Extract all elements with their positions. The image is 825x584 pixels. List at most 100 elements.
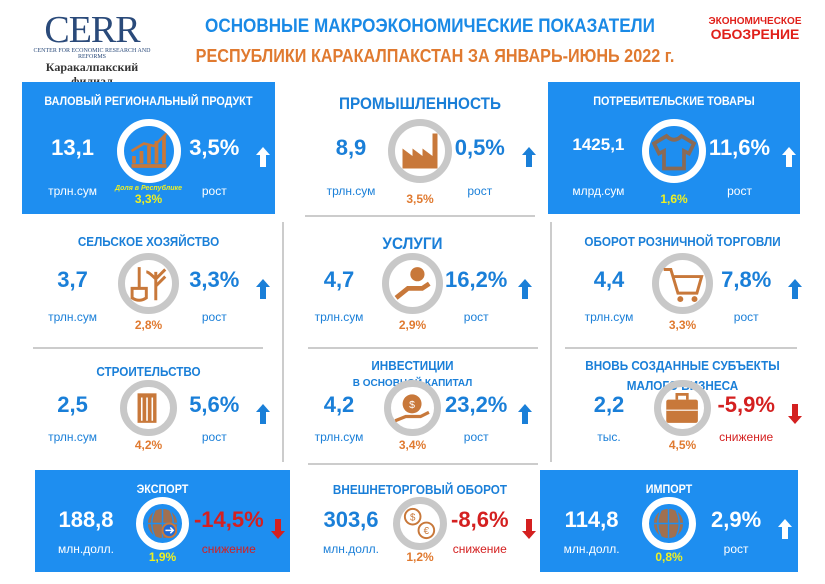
share-value: 3,3% bbox=[668, 318, 697, 332]
card-value: 2,5 bbox=[57, 392, 88, 418]
card-change: -5,9% bbox=[717, 392, 775, 418]
indicator-card: УСЛУГИ 4,7 16,2% трлн.сум рост 2,9% bbox=[290, 222, 535, 340]
globe-import-icon bbox=[654, 508, 684, 538]
logo-subtitle: CENTER FOR ECONOMIC RESEARCH AND REFORMS bbox=[33, 48, 151, 60]
logo-branch-1: Каракалпакский bbox=[45, 60, 139, 74]
arrow-down-icon bbox=[788, 404, 803, 429]
card-change: -8,6% bbox=[451, 507, 509, 533]
factory-icon bbox=[402, 133, 438, 169]
divider bbox=[308, 463, 538, 465]
card-change-label: рост bbox=[463, 430, 489, 444]
share-value: 1,2% bbox=[406, 550, 434, 564]
card-change-label: снижение bbox=[452, 542, 507, 556]
divider bbox=[282, 222, 284, 462]
indicator-card: ПОТРЕБИТЕЛЬСКИЕ ТОВАРЫ 1425,1 11,6% млрд.су… bbox=[548, 82, 800, 214]
share-value: 2,8% bbox=[134, 318, 163, 332]
card-unit: трлн.сум bbox=[48, 430, 98, 444]
shovel-plant-icon bbox=[130, 266, 167, 302]
indicator-card: ИМПОРТ 114,8 2,9% млн.долл. рост 0,8% bbox=[540, 470, 798, 572]
card-value: 4,7 bbox=[323, 267, 355, 293]
currency-exchange-icon: $€ bbox=[404, 507, 436, 539]
arrow-down-icon bbox=[521, 519, 536, 544]
globe-export-icon bbox=[147, 508, 178, 538]
indicator-card: ПРОМЫШЛЕННОСТЬ 8,9 0,5% трлн.сум рост 3,5% bbox=[305, 82, 536, 214]
logo-name: CERR bbox=[44, 9, 140, 51]
share-ring bbox=[654, 380, 711, 437]
arrow-up-icon bbox=[518, 279, 533, 304]
arrow-up-icon bbox=[788, 279, 803, 304]
card-title: ИМПОРТ bbox=[645, 482, 693, 496]
card-unit: трлн.сум bbox=[314, 310, 364, 324]
card-change-label: рост bbox=[723, 542, 749, 556]
card-change: 3,3% bbox=[189, 267, 240, 293]
svg-text:$: $ bbox=[410, 399, 416, 411]
arrow-up-icon bbox=[256, 146, 271, 172]
card-change-label: рост bbox=[463, 310, 489, 324]
page-title: ОСНОВНЫЕ МАКРОЭКОНОМИЧЕСКИЕ ПОКАЗАТЕЛИ bbox=[205, 16, 655, 37]
arrow-up-icon bbox=[781, 146, 796, 172]
card-unit: трлн.сум bbox=[48, 310, 98, 324]
hand-service-icon bbox=[394, 266, 431, 300]
card-value: 114,8 bbox=[564, 507, 619, 533]
share-label: Доля в Республике bbox=[115, 184, 182, 192]
card-change-label: рост bbox=[733, 310, 759, 324]
card-title: ВАЛОВЫЙ РЕГИОНАЛЬНЫЙ ПРОДУКТ bbox=[44, 94, 253, 108]
card-change: 23,2% bbox=[444, 392, 508, 418]
card-title: СЕЛЬСКОЕ ХОЗЯЙСТВО bbox=[77, 234, 220, 249]
share-ring: $ € bbox=[393, 496, 447, 550]
card-value: 1425,1 bbox=[572, 134, 625, 154]
arrow-down-icon bbox=[270, 519, 285, 544]
card-unit: млн.долл. bbox=[58, 542, 114, 556]
partner-logo-line1: ЭКОНОМИЧЕСКОЕ bbox=[708, 16, 802, 27]
card-change: 5,6% bbox=[189, 392, 240, 418]
card-title: ПОТРЕБИТЕЛЬСКИЕ ТОВАРЫ bbox=[593, 94, 755, 108]
card-title: УСЛУГИ bbox=[382, 234, 443, 253]
indicator-card: ИНВЕСТИЦИИ В ОСНОВНОЙ КАПИТАЛ 4,2 23,2% трлн… bbox=[290, 352, 535, 460]
share-value: 2,9% bbox=[398, 318, 427, 332]
shopping-cart-icon bbox=[663, 267, 704, 302]
indicator-card: ОБОРОТ РОЗНИЧНОЙ ТОРГОВЛИ 4,4 7,8% трлн.сум… bbox=[560, 222, 805, 340]
page-subtitle: РЕСПУБЛИКИ КАРАКАЛПАКСТАН ЗА ЯНВАРЬ-ИЮНЬ… bbox=[195, 46, 675, 66]
card-value: 4,2 bbox=[323, 392, 355, 418]
share-ring bbox=[117, 252, 180, 315]
divider bbox=[33, 347, 263, 349]
share-value: 3,5% bbox=[406, 192, 434, 206]
share-ring bbox=[388, 118, 452, 183]
share-value: 3,4% bbox=[398, 438, 427, 452]
cerr-logo: CERR CENTER FOR ECONOMIC RESEARCH AND RE… bbox=[32, 9, 152, 88]
card-unit: трлн.сум bbox=[48, 184, 98, 198]
card-change: 3,5% bbox=[189, 134, 240, 160]
card-change-label: рост bbox=[201, 430, 227, 444]
card-unit: млн.долл. bbox=[323, 542, 379, 556]
card-change-label: рост bbox=[467, 184, 493, 198]
money-bag-hand-icon: $ bbox=[395, 394, 431, 423]
arrow-up-icon bbox=[778, 519, 793, 544]
share-ring bbox=[642, 118, 706, 183]
card-value: 3,7 bbox=[57, 267, 88, 293]
card-unit: млрд.сум bbox=[572, 184, 625, 198]
card-change: 7,8% bbox=[721, 267, 772, 293]
indicator-card: ВНЕШНЕТОРГОВЫЙ ОБОРОТ 303,6 -8,6% млн.долл.… bbox=[305, 470, 536, 572]
divider bbox=[308, 347, 538, 349]
card-value: 2,2 bbox=[593, 392, 625, 418]
card-unit: трлн.сум bbox=[584, 310, 634, 324]
card-title: СТРОИТЕЛЬСТВО bbox=[96, 364, 201, 379]
share-value: 1,9% bbox=[148, 550, 177, 564]
card-change: 16,2% bbox=[444, 267, 508, 293]
card-value: 8,9 bbox=[335, 134, 367, 160]
svg-text:€: € bbox=[424, 526, 430, 537]
share-ring bbox=[135, 496, 189, 550]
card-value: 4,4 bbox=[593, 267, 625, 293]
partner-logo: ЭКОНОМИЧЕСКОЕ ОБОЗРЕНИЕ bbox=[700, 16, 810, 41]
arrow-up-icon bbox=[521, 146, 536, 172]
briefcase-icon bbox=[666, 393, 699, 423]
card-value: 188,8 bbox=[58, 507, 114, 533]
card-unit: млн.долл. bbox=[563, 542, 620, 556]
card-unit: тыс. bbox=[597, 430, 621, 444]
building-icon bbox=[137, 393, 157, 423]
divider bbox=[565, 347, 797, 349]
card-change: 0,5% bbox=[454, 134, 505, 160]
share-value: 0,8% bbox=[655, 550, 683, 564]
arrow-up-icon bbox=[518, 404, 533, 429]
share-ring bbox=[116, 118, 181, 183]
